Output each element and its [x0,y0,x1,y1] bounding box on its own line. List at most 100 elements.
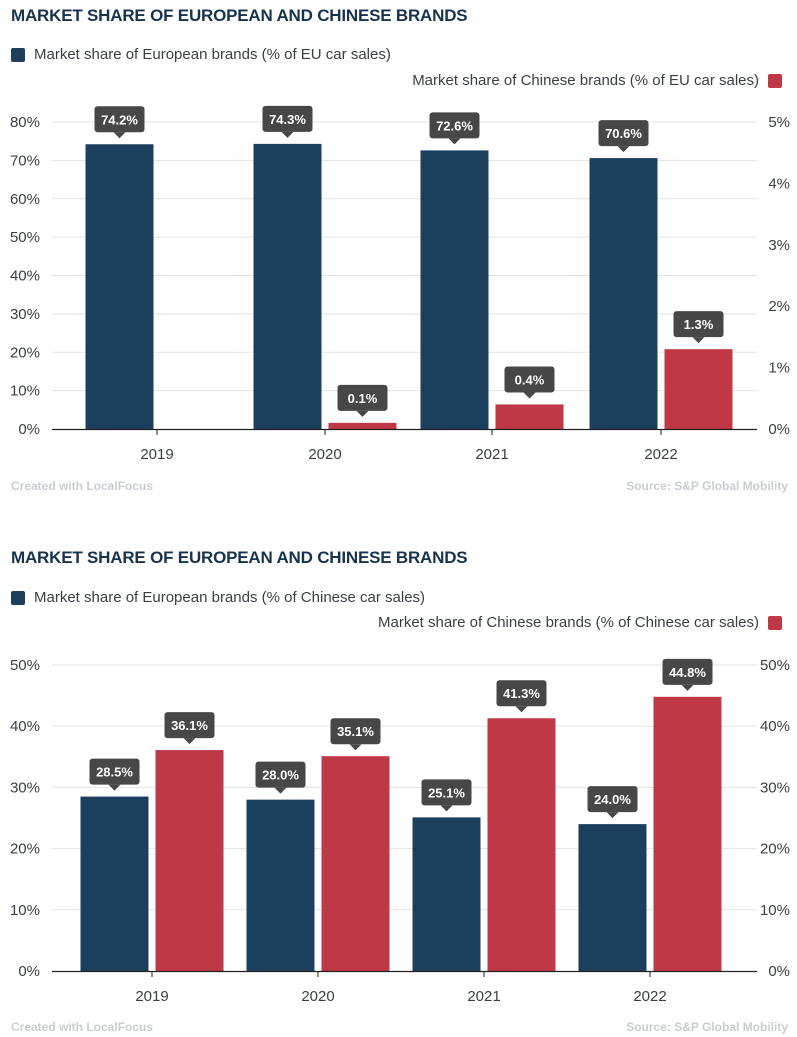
right-axis-tick-label: 30% [760,779,790,796]
legend-item-european[interactable]: Market share of European brands (% of Ch… [11,589,425,606]
footer-credit[interactable]: Created with LocalFocus [11,479,154,493]
footer-source: Source: S&P Global Mobility [626,479,788,493]
data-label-text: 1.3% [684,317,714,332]
right-axis-tick-label: 50% [760,657,790,674]
legend-item-european[interactable]: Market share of European brands (% of EU… [11,46,391,63]
footer-source: Source: S&P Global Mobility [626,1020,788,1034]
left-axis-tick-label: 50% [10,657,40,674]
legend-swatch-european [11,590,25,605]
data-label-box [504,366,555,393]
right-axis-tick-label: 40% [760,718,790,735]
data-label-box [89,758,140,785]
legend-label-chinese: Market share of Chinese brands (% of EU … [412,72,759,89]
data-label-pointer [183,738,196,745]
legend-label-european: Market share of European brands (% of EU… [34,46,391,63]
bar-chinese [321,756,390,971]
data-label: 35.1% [330,718,381,751]
data-label-pointer [692,337,705,344]
data-label-text: 72.6% [436,118,473,133]
data-label-text: 41.3% [503,686,540,701]
data-label: 25.1% [421,779,472,812]
bar-european [578,824,647,971]
bar-european [80,796,149,971]
left-axis-tick-label: 20% [10,344,40,361]
data-label-text: 44.8% [669,665,706,680]
data-label-text: 35.1% [337,724,374,739]
data-label: 41.3% [496,680,547,713]
legend-swatch-chinese [768,615,782,630]
legend-item-chinese[interactable]: Market share of Chinese brands (% of EU … [412,72,782,89]
data-label-pointer [349,744,362,751]
data-label-box [421,779,472,806]
data-label: 44.8% [662,658,713,691]
data-label: 1.3% [673,311,724,344]
data-label-box [673,311,724,338]
left-axis-tick-label: 20% [10,841,40,858]
data-label: 24.0% [587,786,638,819]
legend-swatch-european [11,47,25,62]
data-label: 28.0% [255,761,306,794]
data-label: 70.6% [598,120,649,153]
data-label: 0.1% [337,384,388,417]
data-label-box [94,106,145,133]
left-axis-tick-label: 10% [10,902,40,919]
right-axis-tick-label: 0% [768,963,790,980]
chart-panel-eu: MARKET SHARE OF EUROPEAN AND CHINESE BRA… [0,0,797,510]
data-label: 36.1% [164,712,215,745]
data-label-pointer [356,410,369,417]
x-axis-tick-label: 2020 [308,446,341,463]
right-axis-tick-label: 10% [760,902,790,919]
bar-european [85,144,154,429]
data-label-text: 0.1% [348,391,378,406]
data-label: 74.3% [262,105,313,138]
footer-credit[interactable]: Created with LocalFocus [11,1020,154,1034]
x-axis-tick-label: 2022 [644,446,677,463]
right-axis-tick-label: 20% [760,841,790,858]
left-axis-tick-label: 80% [10,114,40,131]
bar-chinese [495,404,564,429]
data-label-pointer [274,787,287,794]
data-label-pointer [281,131,294,138]
right-axis-tick-label: 5% [768,114,790,131]
right-axis-tick-label: 2% [768,298,790,315]
bar-european [246,799,315,971]
data-label-box [255,761,306,788]
bar-european [412,817,481,971]
right-axis-tick-label: 1% [768,360,790,377]
bar-chart-eu-sales: 0% 10% 20% 30% 40% 50% 60% 70% 80% 0% 1% 2% 3% 4% 5% 74… [10,105,790,463]
left-axis-tick-label: 70% [10,152,40,169]
data-label-text: 25.1% [428,785,465,800]
data-label-box [662,658,713,685]
x-axis-tick-label: 2019 [135,988,168,1005]
right-axis-tick-label: 3% [768,237,790,254]
left-axis-tick-label: 40% [10,718,40,735]
chart-title: MARKET SHARE OF EUROPEAN AND CHINESE BRA… [11,548,468,567]
data-label-text: 28.5% [96,765,133,780]
legend-swatch-chinese [768,73,782,88]
bar-european [589,158,658,429]
left-axis-tick-label: 10% [10,383,40,400]
data-label-text: 70.6% [605,126,642,141]
data-label-pointer [606,812,619,819]
data-label-box [164,712,215,739]
data-label-text: 0.4% [515,372,545,387]
data-label-text: 24.0% [594,792,631,807]
data-label: 0.4% [504,366,555,399]
data-label-text: 74.2% [101,112,138,127]
bar-chart-china-sales: 0% 10% 20% 30% 40% 50% 0% 10% 20% 30% 40% 50% 28.5% 2… [10,657,790,1005]
left-axis-tick-label: 30% [10,306,40,323]
data-label-pointer [113,132,126,139]
data-label-pointer [515,706,528,713]
data-label-box [587,786,638,813]
x-axis-tick-label: 2022 [633,988,666,1005]
chart-panel-china: MARKET SHARE OF EUROPEAN AND CHINESE BRA… [0,540,797,1037]
bar-chinese [664,349,733,429]
left-axis-tick-label: 50% [10,229,40,246]
data-label-box [598,120,649,147]
legend-label-european: Market share of European brands (% of Ch… [34,589,426,606]
x-axis-tick-label: 2020 [301,988,334,1005]
legend-item-chinese[interactable]: Market share of Chinese brands (% of Chi… [378,614,782,631]
data-label: 74.2% [94,106,145,139]
left-axis-tick-label: 0% [18,421,40,438]
data-label-pointer [523,392,536,399]
